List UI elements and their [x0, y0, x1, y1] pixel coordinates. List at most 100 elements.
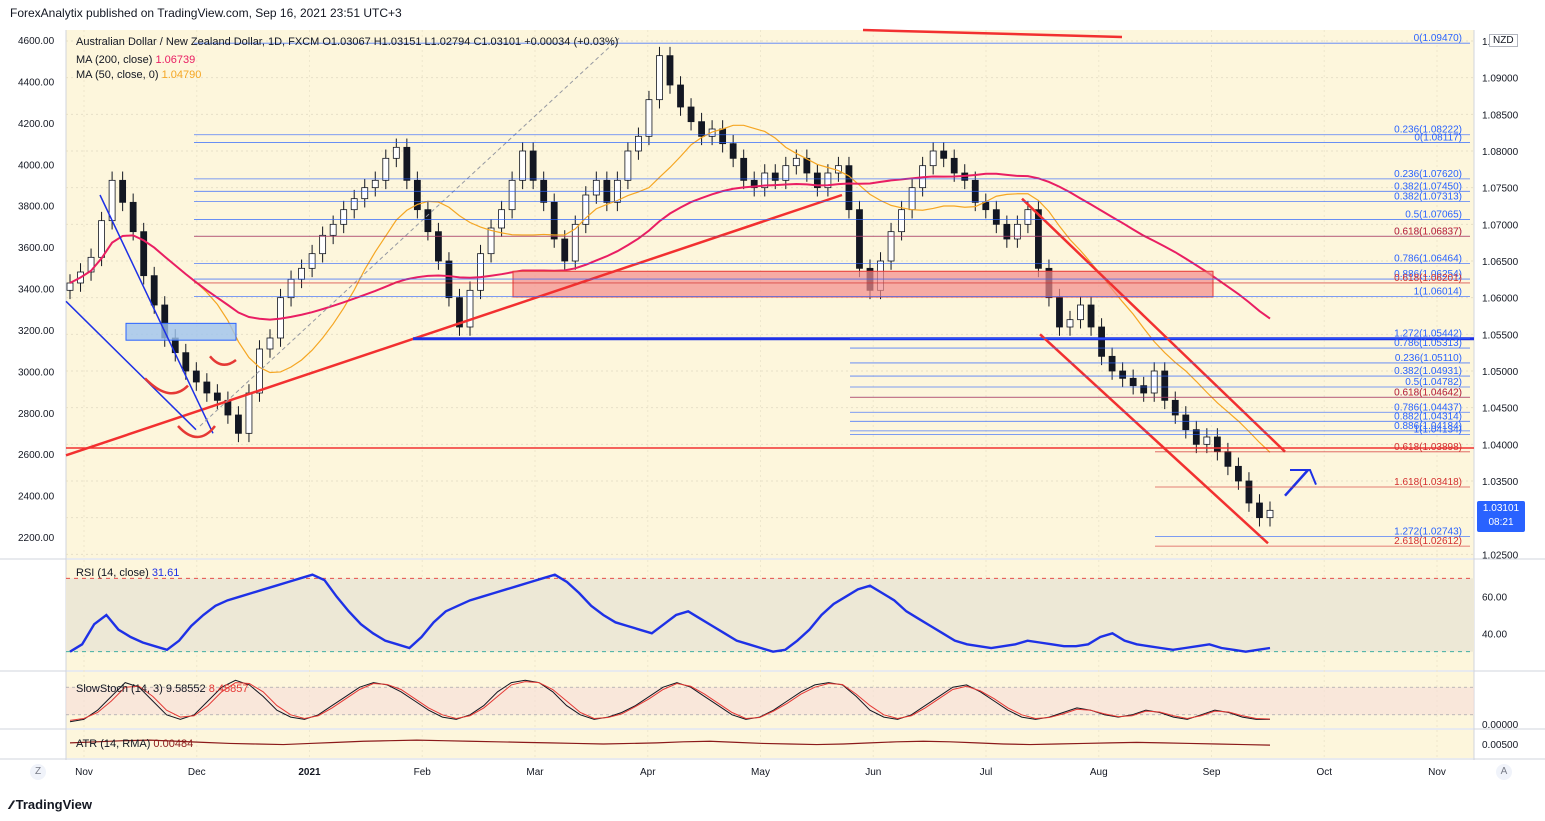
candle-body [150, 275, 158, 306]
candle-body [782, 165, 790, 181]
candle-body [1108, 355, 1116, 372]
fib-label-blue: 0.786(1.06464) [1394, 254, 1462, 265]
fib-label-blue: 0.618(1.06837) [1394, 226, 1462, 237]
fib-label-blue: 0.5(1.04782) [1405, 377, 1462, 388]
auto-scale-left-button[interactable]: Z [30, 764, 46, 780]
candle-body [1003, 223, 1011, 240]
ma50-line [69, 124, 1271, 453]
candle-body [340, 209, 348, 225]
stoch-k-line [69, 679, 1270, 723]
candle-body [887, 231, 895, 262]
price-tick-label: 1.02500 [1482, 550, 1519, 561]
left-scale-tick-label: 2600.00 [18, 450, 55, 461]
channel-lower-line [1039, 333, 1269, 545]
candle-body [1235, 465, 1242, 482]
candle-body [992, 209, 1000, 225]
fib-label-red: 0.618(1.03898) [1394, 442, 1462, 453]
time-tick-label: Mar [526, 767, 544, 778]
candle-body [256, 348, 263, 394]
candle-body [435, 231, 442, 262]
candle-body [266, 337, 274, 350]
candle-body [403, 146, 411, 181]
time-tick-label: Nov [1428, 767, 1446, 778]
candle-body [298, 267, 305, 280]
candle-body [1077, 304, 1084, 321]
fib-label-blue: 0.382(1.07450) [1394, 181, 1462, 192]
candle-body [1213, 436, 1221, 453]
candle-body [898, 209, 905, 233]
candle-body [424, 209, 432, 233]
stoch-tick-label: 0.00000 [1482, 720, 1519, 731]
candle-body [1129, 377, 1137, 387]
candle-body [940, 150, 948, 159]
candle-body [687, 106, 695, 123]
price-tick-label: 1.05000 [1482, 367, 1519, 378]
atr-tick-label: 0.00500 [1482, 740, 1519, 751]
auto-scale-right-button[interactable]: A [1496, 764, 1512, 780]
ma200-label: MA (200, close) [76, 54, 153, 66]
candle-body [1192, 429, 1200, 445]
atr-label: ATR (14, RMA) [76, 738, 151, 750]
candle-body [245, 392, 253, 434]
candle-body [582, 194, 590, 225]
time-tick-label: Dec [188, 767, 206, 778]
candle-body [1140, 385, 1148, 394]
stoch-band [66, 687, 1474, 715]
fib-label-red: 1.618(1.03418) [1394, 477, 1462, 488]
time-tick-label: Nov [75, 767, 93, 778]
last-price: 1.03101 [1482, 503, 1520, 514]
candle-body [740, 157, 748, 181]
stoch-d-value: 8.45857 [208, 683, 249, 695]
fib-label-blue: 0(1.09470) [1414, 33, 1462, 44]
candle-body [98, 220, 105, 258]
candle-body [235, 414, 242, 434]
fib-label-blue: 0(1.08117) [1414, 132, 1462, 143]
fib-label-blue: 0.882(1.04314) [1394, 411, 1462, 422]
candle-body [592, 179, 600, 196]
rsi-line [69, 573, 1271, 653]
candle-body [361, 187, 369, 200]
candle-body [824, 172, 832, 189]
rising-trendline [65, 193, 843, 457]
fib-label-blue: 0.236(1.08222) [1394, 125, 1462, 136]
fib-label-red: 0.618(1.06201) [1394, 273, 1462, 284]
fib-label-blue: 0.382(1.04931) [1394, 366, 1462, 377]
candle-body [287, 278, 295, 299]
brand-text: TradingView [15, 797, 92, 812]
fib-label-blue: 0.886(1.06254) [1394, 269, 1462, 280]
candle-body [792, 157, 800, 167]
candle-body [1203, 436, 1211, 445]
currency-badge[interactable]: NZD [1489, 34, 1518, 47]
tradingview-brand: ⁄⁄ TradingView [10, 797, 92, 812]
candle-body [1266, 509, 1274, 519]
channel-upper-line [1021, 197, 1286, 453]
candle-body [635, 135, 642, 152]
projection-arrow-head [1290, 469, 1317, 486]
rsi-band [66, 578, 1474, 652]
candle-body [350, 198, 358, 211]
candle-body [329, 223, 337, 236]
fib-label-red: 0.618(1.06837) [1394, 226, 1462, 237]
candle-body [487, 227, 495, 255]
candle-body [529, 150, 537, 181]
ma200-value: 1.06739 [155, 54, 196, 66]
ma200-line [69, 172, 1271, 321]
candle-body [813, 172, 821, 189]
candle-body [719, 128, 727, 145]
candle-body [466, 289, 474, 328]
stoch-legend: SlowStoch (14, 3) 9.58552 8.45857 [76, 683, 248, 695]
fib-label-blue: 1(1.06014) [1414, 287, 1462, 298]
candle-body [856, 209, 863, 269]
candle-body [456, 297, 463, 328]
ma200-legend: MA (200, close) 1.06739 [76, 54, 195, 66]
price-tick-label: 1.06000 [1482, 294, 1519, 305]
symbol-line: Australian Dollar / New Zealand Dollar, … [76, 36, 619, 48]
atr-legend: ATR (14, RMA) 0.00484 [76, 738, 193, 750]
time-tick-label: Aug [1090, 767, 1108, 778]
fib-label-blue: 0.236(1.07620) [1394, 169, 1462, 180]
candle-body [645, 99, 653, 137]
fib-anchor-line [199, 36, 621, 427]
time-tick-label: Jul [980, 767, 993, 778]
atr-line [69, 739, 1271, 746]
